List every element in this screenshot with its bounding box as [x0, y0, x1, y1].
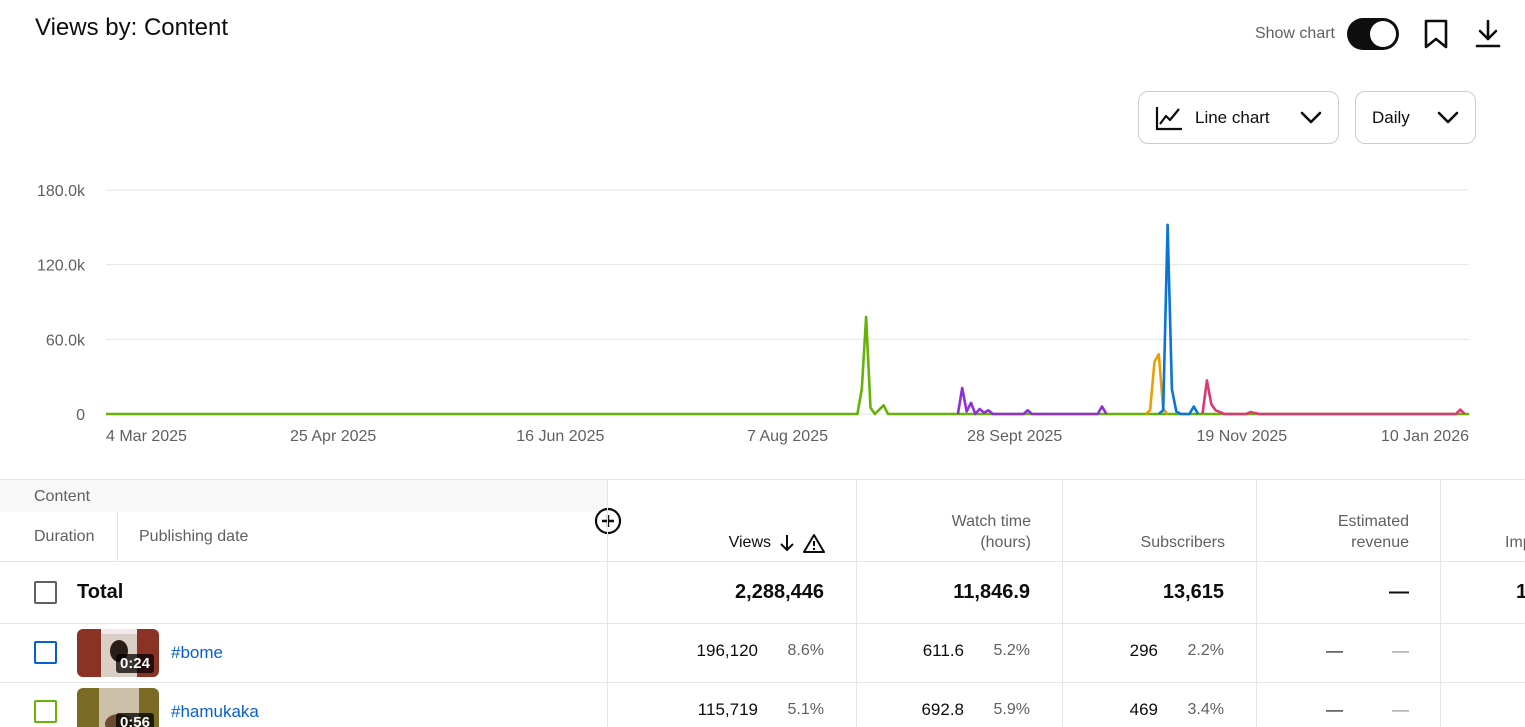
- views-percent: 5.1%: [787, 701, 824, 718]
- watch-time-column-header[interactable]: Watch time (hours): [857, 479, 1063, 561]
- total-watch-time: 11,846.9: [953, 581, 1030, 603]
- revenue-header-line1: Estimated: [1337, 513, 1409, 530]
- views-value: 115,719: [697, 700, 758, 719]
- y-tick-label: 0: [76, 407, 85, 424]
- period-label: Daily: [1372, 107, 1410, 127]
- table-row-total: Total 2,288,446 11,846.9 13,615 — 1: [0, 561, 1525, 623]
- watch-time-header-line1: Watch time: [951, 513, 1031, 530]
- revenue-header-label: Estimated revenue: [1338, 511, 1409, 553]
- total-revenue: —: [1389, 581, 1409, 603]
- period-dropdown[interactable]: Daily: [1355, 91, 1476, 144]
- total-label: Total: [77, 581, 124, 603]
- chevron-down-icon: [1300, 111, 1322, 123]
- page-title: Views by: Content: [35, 14, 228, 41]
- show-chart-label: Show chart: [1254, 25, 1335, 42]
- thumbnail-image: [77, 629, 159, 677]
- subscribers-percent: 2.2%: [1187, 642, 1224, 659]
- revenue-column-header[interactable]: Estimated revenue: [1257, 479, 1441, 561]
- views-line-chart: 0 60.0k 120.0k 180.0k 4 Mar 2025 25 Apr 2025 1…: [37, 183, 1469, 445]
- add-column-button[interactable]: [594, 507, 622, 535]
- video-thumbnail[interactable]: 0:24: [77, 629, 159, 677]
- y-tick-label: 120.0k: [37, 258, 86, 275]
- revenue-percent: —: [1392, 700, 1409, 719]
- subscribers-percent: 3.4%: [1187, 701, 1224, 718]
- table-row[interactable]: 0:24 #bome 196,120 8.6% 611.6 5.2% 296 2…: [0, 623, 1525, 682]
- top-controls: Show chart: [1255, 17, 1503, 51]
- video-duration: 0:56: [115, 713, 154, 727]
- show-chart-toggle[interactable]: [1347, 18, 1399, 50]
- sort-down-arrow-icon: [780, 534, 794, 551]
- column-divider: [607, 479, 608, 727]
- bookmark-icon: [1424, 19, 1448, 49]
- watch-time-percent: 5.2%: [993, 642, 1030, 659]
- video-duration: 0:24: [115, 654, 154, 673]
- download-button[interactable]: [1473, 17, 1503, 51]
- row-checkbox[interactable]: [34, 700, 57, 723]
- revenue-header-line2: revenue: [1351, 534, 1409, 551]
- watch-time-percent: 5.9%: [993, 701, 1030, 718]
- line-chart-icon: [1155, 105, 1183, 131]
- download-icon: [1475, 19, 1501, 48]
- series-line-4: [1201, 379, 1466, 416]
- chart-type-label: Line chart: [1195, 107, 1270, 127]
- tab-publishing-date[interactable]: Publishing date: [139, 528, 249, 545]
- impressions-header-label: Imp: [1505, 534, 1525, 551]
- views-percent: 8.6%: [787, 642, 824, 659]
- views-value: 196,120: [696, 641, 758, 660]
- watch-time-header-label: Watch time (hours): [952, 511, 1031, 553]
- views-header-label: Views: [729, 532, 825, 553]
- y-tick-label: 180.0k: [37, 183, 86, 200]
- series-line-3: [1157, 223, 1200, 416]
- x-tick-label: 19 Nov 2025: [1196, 428, 1287, 445]
- total-views: 2,288,446: [735, 581, 824, 603]
- y-tick-label: 60.0k: [46, 332, 86, 349]
- watch-time-value: 692.8: [921, 700, 964, 719]
- chevron-down-icon: [1437, 111, 1459, 123]
- revenue-value: —: [1326, 700, 1343, 719]
- views-column-header[interactable]: Views: [607, 479, 857, 561]
- column-divider: [1062, 479, 1063, 727]
- table-row[interactable]: 0:56 #hamukaka 115,719 5.1% 692.8 5.9% 4…: [0, 682, 1525, 727]
- total-impressions: 1: [1516, 581, 1525, 603]
- subscribers-value: 469: [1129, 700, 1158, 719]
- bookmark-button[interactable]: [1421, 17, 1451, 51]
- impressions-column-header[interactable]: Imp: [1441, 479, 1525, 561]
- row-checkbox[interactable]: [34, 641, 57, 664]
- column-divider: [1256, 479, 1257, 727]
- subscribers-value: 296: [1129, 641, 1158, 660]
- revenue-percent: —: [1392, 641, 1409, 660]
- video-thumbnail[interactable]: 0:56: [77, 688, 159, 727]
- x-tick-label: 10 Jan 2026: [1381, 428, 1469, 445]
- revenue-value: —: [1326, 641, 1343, 660]
- views-header-text: Views: [728, 534, 771, 551]
- total-checkbox[interactable]: [34, 581, 57, 604]
- video-title-link[interactable]: #bome: [171, 643, 223, 662]
- x-tick-label: 28 Sept 2025: [967, 428, 1062, 445]
- warning-icon: [803, 533, 825, 553]
- series-line-0: [106, 315, 1469, 416]
- x-tick-label: 16 Jun 2025: [516, 428, 604, 445]
- subscribers-column-header[interactable]: Subscribers: [1063, 479, 1257, 561]
- tab-divider: [117, 512, 118, 561]
- series-line-1: [956, 386, 1108, 416]
- column-divider: [856, 479, 857, 727]
- chart-type-dropdown[interactable]: Line chart: [1138, 91, 1339, 144]
- column-divider: [1440, 479, 1441, 727]
- x-tick-label: 25 Apr 2025: [290, 428, 376, 445]
- toggle-knob: [1370, 21, 1396, 47]
- x-tick-label: 7 Aug 2025: [747, 428, 828, 445]
- x-tick-label: 4 Mar 2025: [106, 428, 187, 445]
- watch-time-value: 611.6: [922, 641, 964, 660]
- subscribers-header-label: Subscribers: [1140, 534, 1225, 551]
- plus-circle-icon: [594, 507, 622, 535]
- watch-time-header-line2: (hours): [980, 534, 1031, 551]
- content-column-header: Content: [0, 479, 607, 512]
- total-subscribers: 13,615: [1162, 581, 1224, 603]
- content-subheader: Duration Publishing date: [0, 512, 607, 561]
- content-header-label: Content: [34, 488, 91, 505]
- video-title-link[interactable]: #hamukaka: [171, 702, 259, 721]
- tab-duration[interactable]: Duration: [34, 528, 95, 545]
